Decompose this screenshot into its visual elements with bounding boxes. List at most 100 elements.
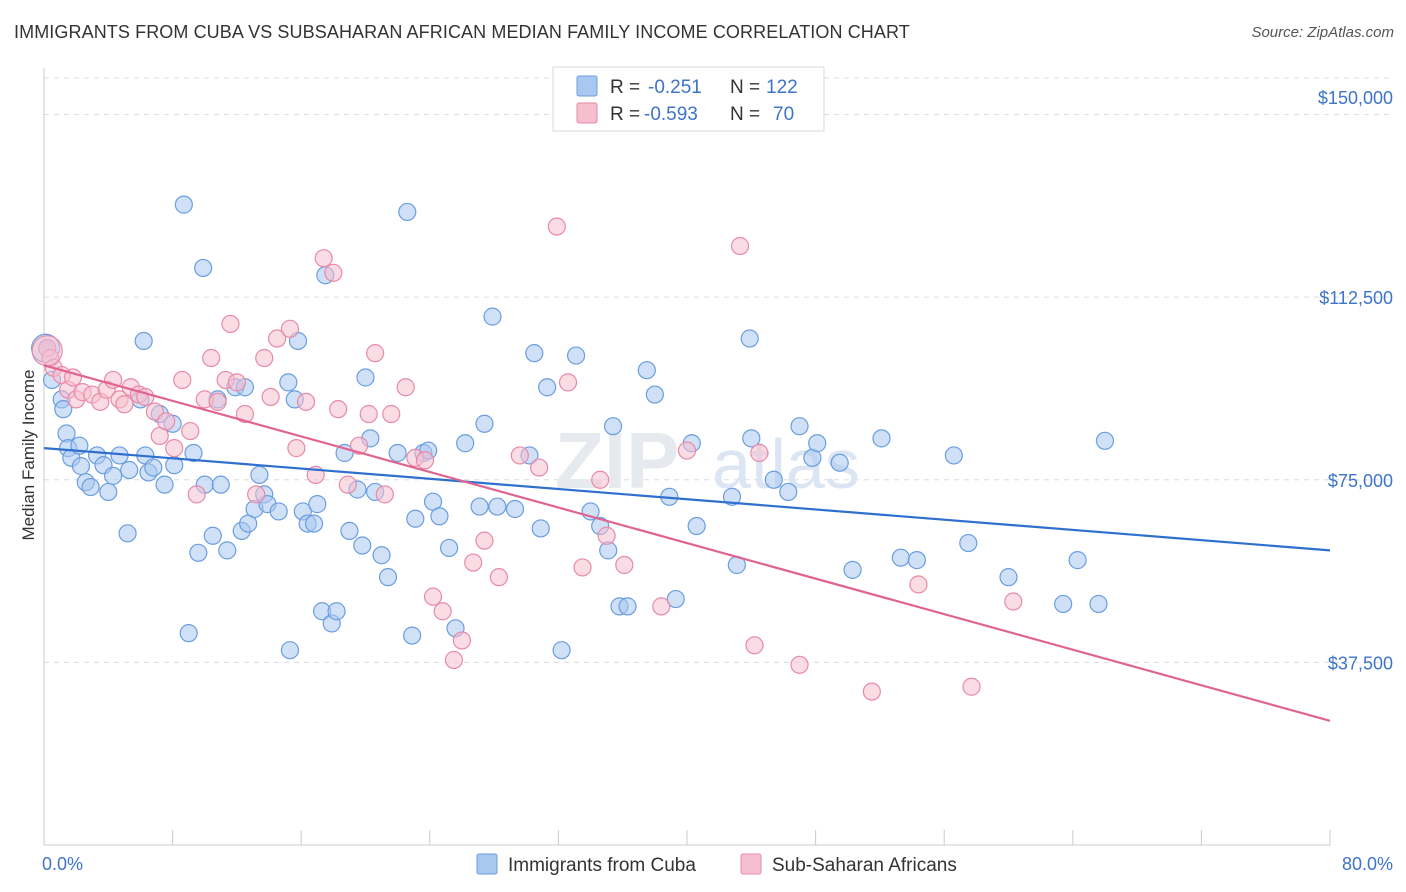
subsaharan-point	[329, 400, 348, 419]
subsaharan-point	[349, 436, 369, 455]
cuba-point	[372, 546, 391, 565]
y-tick-label: $75,000	[1328, 471, 1393, 491]
subsaharan-point	[530, 458, 549, 477]
subsaharan-point	[115, 395, 134, 414]
cuba-point	[430, 507, 449, 526]
subsaharan-point	[790, 655, 809, 674]
cuba-point	[398, 202, 417, 222]
cuba-point	[552, 641, 571, 660]
subsaharan-point	[730, 236, 750, 256]
cuba-point	[280, 641, 300, 660]
bottom-legend-label-cuba: Immigrants from Cuba	[508, 855, 696, 876]
subsaharan-point	[221, 314, 240, 334]
cuba-point	[439, 538, 459, 558]
subsaharan-point	[247, 485, 266, 504]
subsaharan-point	[415, 451, 435, 470]
cuba-point	[155, 475, 174, 494]
subsaharan-point	[862, 682, 881, 701]
subsaharan-point	[366, 344, 385, 363]
cuba-point	[790, 417, 809, 436]
legend-n-value-cuba: 122	[766, 77, 798, 98]
subsaharan-point	[359, 404, 378, 424]
subsaharan-point	[165, 439, 184, 458]
subsaharan-point	[464, 553, 483, 572]
cuba-point	[1068, 551, 1087, 570]
subsaharan-point	[750, 443, 769, 463]
cuba-point	[999, 568, 1018, 587]
cuba-point	[104, 466, 123, 485]
cuba-point	[808, 434, 827, 453]
subsaharan-point	[280, 319, 300, 338]
cuba-point	[118, 524, 137, 543]
cuba-point	[566, 346, 586, 365]
legend-r-value-subsaharan: -0.593	[644, 104, 698, 125]
bottom-legend-swatch-subsaharan	[740, 853, 762, 875]
subsaharan-point	[267, 329, 287, 348]
cuba-point	[843, 560, 862, 579]
x-tick-label: 0.0%	[42, 854, 83, 874]
y-axis-ticks: $37,500$75,000$112,500$150,000$150,000	[1318, 88, 1393, 673]
cuba-point	[179, 624, 198, 643]
legend-n-value-subsaharan: 70	[773, 104, 794, 125]
subsaharan-point	[444, 650, 464, 670]
cuba-point	[1095, 431, 1115, 450]
x-tick-label: 80.0%	[1342, 854, 1393, 874]
cuba-point	[687, 516, 706, 536]
legend-box	[552, 66, 825, 132]
subsaharan-point	[296, 392, 316, 411]
cuba-point	[279, 373, 298, 392]
x-axis-ticks: 0.0% 80.0%	[42, 854, 1393, 874]
cuba-point	[194, 258, 213, 278]
subsaharan-point	[597, 526, 616, 545]
chart-title: IMMIGRANTS FROM CUBA VS SUBSAHARAN AFRIC…	[14, 22, 910, 42]
cuba-point	[353, 536, 372, 555]
cuba-point	[304, 514, 324, 533]
cuba-point	[134, 331, 153, 351]
bottom-legend-label-subsaharan: Sub-Saharan Africans	[772, 855, 957, 876]
series-cuba-points	[31, 195, 1115, 660]
subsaharan-point	[652, 597, 671, 616]
y-axis-label: Median Family Income	[19, 369, 38, 540]
trend-lines	[43, 364, 1331, 722]
legend-r-label-cuba: R =	[610, 77, 640, 98]
subsaharan-point	[433, 602, 452, 621]
cuba-point	[505, 499, 525, 519]
cuba-point	[203, 526, 222, 545]
cuba-point	[637, 361, 656, 380]
subsaharan-point	[1004, 592, 1023, 611]
subsaharan-point	[202, 348, 221, 368]
cuba-point	[1054, 594, 1073, 614]
cuba-point	[174, 195, 193, 214]
cuba-point	[184, 443, 203, 463]
cuba-point	[456, 434, 475, 453]
subsaharan-point	[745, 636, 764, 655]
cuba-point	[388, 443, 407, 463]
subsaharan-point	[423, 587, 443, 606]
cuba-point	[959, 533, 978, 553]
subsaharan-point	[909, 575, 928, 594]
subsaharan-point	[375, 485, 394, 504]
cuba-point	[211, 475, 230, 494]
cuba-point	[525, 344, 544, 363]
cuba-point	[308, 495, 327, 514]
cuba-point	[475, 414, 494, 433]
y-tick-label: $150,000	[1318, 88, 1393, 108]
cuba-point	[618, 597, 637, 616]
subsaharan-point	[173, 370, 192, 390]
cuba-point	[944, 446, 963, 465]
cuba-point	[406, 509, 425, 528]
subsaharan-point	[510, 446, 529, 465]
cuba-point	[189, 543, 208, 562]
cuba-point	[907, 551, 926, 570]
cuba-point	[54, 400, 73, 419]
subsaharan-point	[227, 373, 246, 392]
cuba-point	[218, 541, 237, 560]
subsaharan-point	[452, 631, 472, 650]
legend: R = -0.251 N = 122 R = -0.593 N = 70	[552, 66, 825, 132]
cuba-point	[891, 548, 910, 567]
subsaharan-point	[208, 392, 227, 411]
legend-r-label-subsaharan: R =	[610, 104, 640, 125]
subsaharan-point	[181, 421, 200, 441]
legend-swatch-cuba	[576, 75, 598, 97]
subsaharan-point	[31, 335, 63, 367]
